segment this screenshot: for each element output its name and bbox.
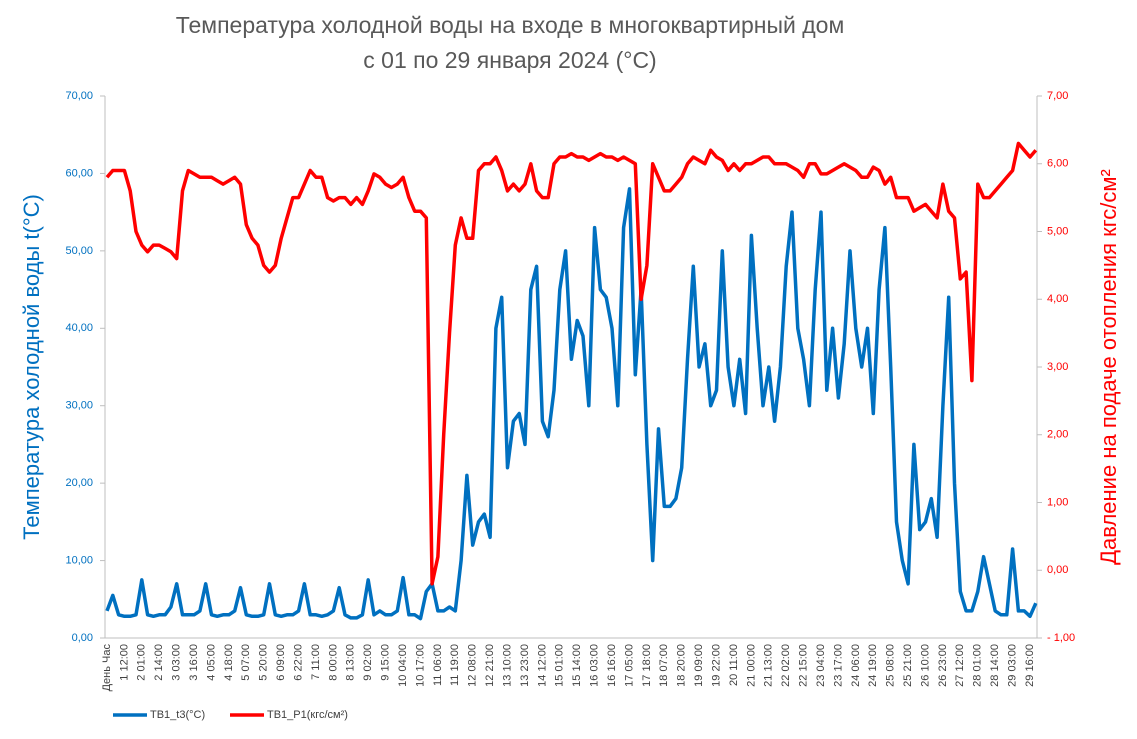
y2-tick-label: 3,00 [1047,361,1068,373]
x-tick-label: 22 15:00 [798,644,810,687]
x-tick-label: 13 10:00 [501,644,513,687]
legend-label: ТВ1_t3(°C) [150,709,205,721]
x-tick-label: 9 15:00 [380,644,392,681]
y-tick-label: 60,00 [65,167,93,179]
series-line [105,187,1038,621]
y2-tick-label: - 1,00 [1047,632,1075,644]
x-tick-label: 23 04:00 [815,644,827,687]
x-tick-label: 17 18:00 [641,644,653,687]
x-tick-label: 8 13:00 [345,644,357,681]
x-tick-label: 3 03:00 [171,644,183,681]
x-tick-label: 22 02:00 [780,644,792,687]
chart-title: Температура холодной воды на входе в мно… [176,12,845,38]
x-tick-label: 17 05:00 [623,644,635,687]
x-tick-label: 26 23:00 [937,644,949,687]
x-tick-label: 25 08:00 [885,644,897,687]
x-tick-label: 28 14:00 [989,644,1001,687]
y2-axis-label: Давление на подаче отопления кгс/см² [1096,169,1121,565]
x-tick-label: 2 01:00 [136,644,148,681]
x-tick-label: 5 20:00 [258,644,270,681]
x-tick-label: 3 16:00 [188,644,200,681]
x-tick-label: 4 05:00 [205,644,217,681]
y2-tick-label: 0,00 [1047,564,1068,576]
y2-tick-label: 4,00 [1047,293,1068,305]
x-tick-label: День Час [101,644,113,692]
x-tick-label: 14 12:00 [536,644,548,687]
x-tick-label: 12 21:00 [484,644,496,687]
x-tick-label: 26 10:00 [919,644,931,687]
x-tick-label: 18 20:00 [676,644,688,687]
x-tick-label: 16 16:00 [606,644,618,687]
legend-label: ТВ1_P1(кгс/см²) [267,709,348,721]
y2-tick-label: 1,00 [1047,496,1068,508]
x-tick-label: 2 14:00 [153,644,165,681]
x-tick-label: 24 06:00 [850,644,862,687]
x-tick-label: 21 13:00 [763,644,775,687]
y-tick-label: 70,00 [65,90,93,102]
x-tick-label: 29 16:00 [1024,644,1036,687]
x-tick-label: 19 22:00 [710,644,722,687]
x-tick-label: 19 09:00 [693,644,705,687]
x-tick-label: 13 23:00 [519,644,531,687]
y2-tick-label: 7,00 [1047,90,1068,102]
y-tick-label: 0,00 [72,632,93,644]
x-tick-label: 4 18:00 [223,644,235,681]
x-tick-label: 6 22:00 [292,644,304,681]
y2-tick-label: 6,00 [1047,158,1068,170]
x-tick-label: 28 01:00 [972,644,984,687]
y2-tick-label: 2,00 [1047,429,1068,441]
x-tick-label: 11 06:00 [432,644,444,686]
y-tick-label: 10,00 [65,554,93,566]
y-tick-label: 20,00 [65,477,93,489]
x-tick-label: 18 07:00 [658,644,670,687]
x-tick-label: 23 17:00 [832,644,844,687]
y-axis-label: Температура холодной воды t(°С) [19,194,44,540]
x-tick-label: 9 02:00 [362,644,374,681]
y-tick-label: 30,00 [65,400,93,412]
y-tick-label: 50,00 [65,245,93,257]
x-tick-label: 15 14:00 [571,644,583,687]
x-tick-label: 7 11:00 [310,644,322,680]
x-tick-label: 21 00:00 [745,644,757,687]
series-line [105,141,1038,586]
x-tick-label: 6 09:00 [275,644,287,681]
x-tick-label: 29 03:00 [1006,644,1018,687]
y-tick-label: 40,00 [65,322,93,334]
x-tick-label: 24 19:00 [867,644,879,687]
x-tick-label: 11 19:00 [449,644,461,686]
y2-tick-label: 5,00 [1047,225,1068,237]
x-tick-label: 10 17:00 [414,644,426,687]
x-tick-label: 27 12:00 [954,644,966,687]
x-tick-label: 5 07:00 [240,644,252,681]
x-tick-label: 20 11:00 [728,644,740,686]
chart-subtitle: с 01 по 29 января 2024 (°C) [363,47,656,73]
x-tick-label: 16 03:00 [589,644,601,687]
x-tick-label: 25 21:00 [902,644,914,687]
x-tick-label: 15 01:00 [554,644,566,687]
x-tick-label: 10 04:00 [397,644,409,687]
x-tick-label: 8 00:00 [327,644,339,681]
x-tick-label: 1 12:00 [118,644,130,681]
x-tick-label: 12 08:00 [467,644,479,687]
